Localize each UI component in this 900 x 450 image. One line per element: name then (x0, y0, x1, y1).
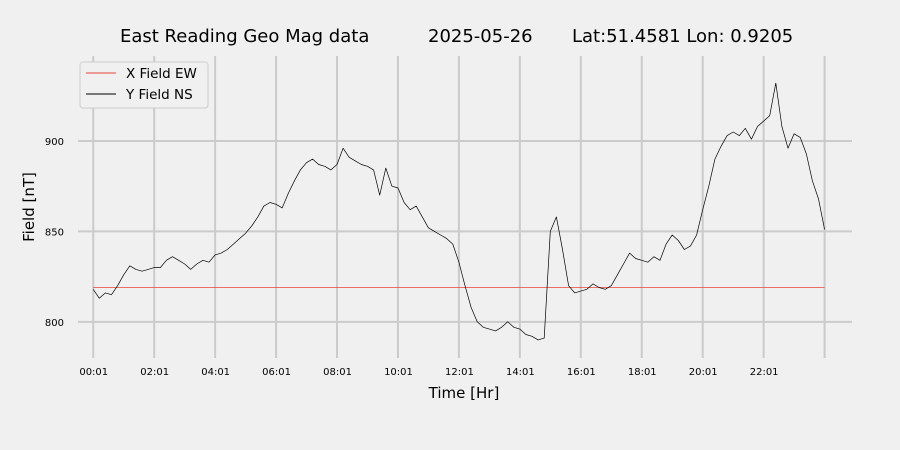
x-axis-label: Time [Hr] (428, 384, 500, 402)
chart-title-coords: Lat:51.4581 Lon: 0.9205 (572, 26, 793, 47)
x-tick-label-4: 08:01 (323, 367, 352, 378)
x-tick-label-9: 18:01 (628, 367, 657, 378)
chart-title-date: 2025-05-26 (428, 26, 533, 47)
y-tick-label-0: 800 (45, 318, 64, 329)
x-tick-label-5: 10:01 (384, 367, 413, 378)
y-tick-labels: 800 850 900 (45, 137, 64, 329)
x-tick-labels: 00:01 02:01 04:01 06:01 08:01 10:01 12:01 14:01… (79, 367, 778, 378)
x-tick-label-3: 06:01 (262, 367, 291, 378)
chart-title-name: East Reading Geo Mag data (120, 26, 369, 47)
series-line-1 (92, 82, 825, 341)
y-tick-label-1: 850 (45, 227, 64, 238)
x-tick-label-10: 20:01 (689, 367, 718, 378)
x-tick-label-1: 02:01 (140, 367, 169, 378)
legend: X Field EW Y Field NS (79, 61, 209, 109)
series-lines (92, 82, 825, 341)
legend-label-y-field: Y Field NS (125, 87, 193, 103)
y-tick-label-2: 900 (45, 137, 64, 148)
x-tick-label-7: 14:01 (506, 367, 535, 378)
grid-lines (78, 56, 852, 358)
x-tick-label-0: 00:01 (79, 367, 108, 378)
y-axis-label: Field [nT] (20, 172, 38, 242)
x-tick-label-6: 12:01 (445, 367, 474, 378)
x-tick-label-8: 16:01 (567, 367, 596, 378)
legend-label-x-field: X Field EW (126, 66, 197, 82)
x-tick-label-11: 22:01 (750, 367, 779, 378)
x-tick-label-2: 04:01 (201, 367, 230, 378)
